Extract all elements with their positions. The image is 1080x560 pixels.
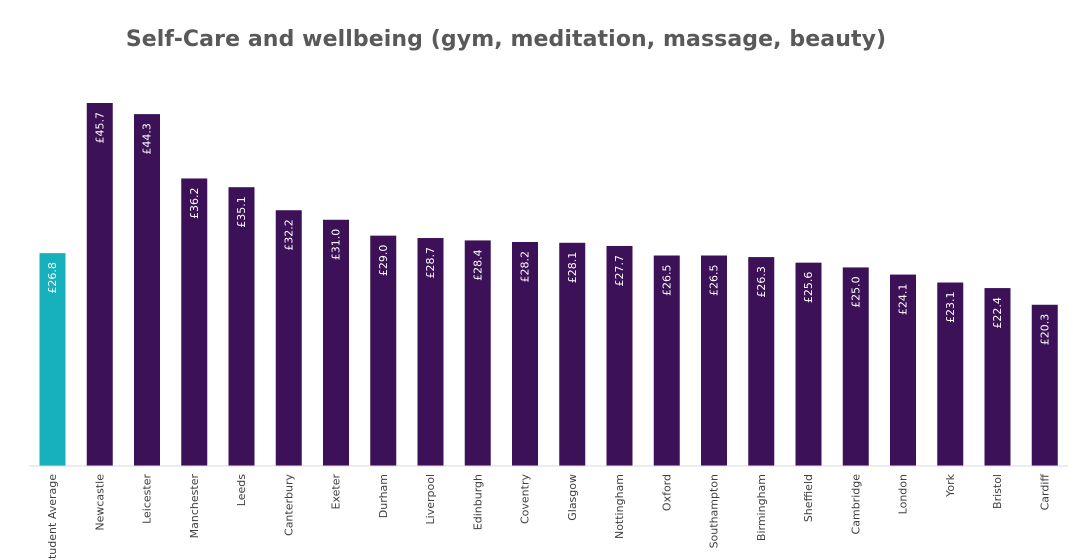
x-tick-label: Liverpool	[424, 474, 437, 524]
bar	[653, 255, 680, 466]
x-tick-label: Cardiff	[1038, 474, 1051, 511]
x-tick-label: Leeds	[235, 474, 248, 506]
bar	[701, 255, 727, 466]
x-tick-label: Bristol	[991, 474, 1004, 509]
x-tick-label: Edinburgh	[471, 474, 484, 530]
bar	[795, 262, 822, 466]
bar-value-label: £28.4	[471, 249, 484, 281]
bar-value-label: £28.2	[519, 251, 532, 283]
bar	[512, 242, 538, 466]
bar	[748, 257, 775, 466]
bar	[842, 267, 869, 466]
bar-value-label: £26.5	[660, 265, 673, 297]
x-tick-label: Nottingham	[613, 474, 626, 539]
bar-value-label: £31.0	[330, 229, 343, 261]
x-tick-label: London	[897, 474, 910, 514]
x-tick-label: Coventry	[519, 474, 532, 524]
bar	[275, 210, 302, 466]
x-tick-label: Glasgow	[566, 474, 579, 521]
bar-value-label: £26.3	[755, 266, 768, 298]
x-tick-label: Durham	[377, 474, 390, 518]
bar	[984, 288, 1011, 466]
bar	[134, 114, 160, 466]
bar-value-label: £35.1	[235, 196, 248, 228]
tick-labels-group: Student Average Newcastle Leicester Manches…	[46, 473, 1051, 560]
x-tick-label: Cambridge	[849, 474, 862, 535]
bar-value-label: £44.3	[141, 123, 154, 155]
x-tick-label: Leicester	[141, 474, 154, 524]
bar-value-label: £36.2	[188, 187, 201, 219]
bar	[228, 187, 255, 466]
bar-value-label: £25.0	[849, 276, 862, 308]
x-tick-label: Sheffield	[802, 474, 815, 522]
bar-value-label: £26.8	[46, 262, 59, 294]
bar-value-label: £23.1	[944, 292, 957, 324]
bar	[181, 178, 208, 466]
bar-value-label: £32.2	[282, 219, 295, 251]
x-tick-label: Birmingham	[755, 474, 768, 541]
bar-value-label: £45.7	[93, 112, 106, 144]
x-tick-label: Canterbury	[282, 474, 295, 536]
bar	[39, 253, 66, 466]
x-tick-label: Newcastle	[93, 474, 106, 531]
x-tick-label: Oxford	[660, 474, 673, 511]
bar-value-label: £25.6	[802, 272, 815, 304]
x-tick-label: Manchester	[188, 474, 201, 539]
bar-value-label: £28.1	[566, 252, 579, 284]
bar	[606, 245, 633, 466]
x-tick-label: York	[944, 473, 957, 498]
bar-value-label: £22.4	[991, 297, 1004, 329]
bar	[370, 235, 397, 466]
bar	[464, 240, 491, 466]
chart-title: Self-Care and wellbeing (gym, meditation…	[125, 27, 887, 52]
bar	[1031, 304, 1058, 466]
bars-group: £26.8 £45.7 £44.3 £36.2 £35.1 £32.2 £31.0 £29.0…	[39, 103, 1058, 466]
bar	[86, 103, 113, 466]
bar-value-label: £29.0	[377, 245, 390, 277]
bar	[323, 219, 349, 466]
x-tick-label: Southampton	[708, 474, 721, 548]
x-tick-label: Exeter	[330, 474, 343, 510]
bar	[559, 242, 586, 466]
bar-value-label: £20.3	[1038, 314, 1051, 346]
bar	[937, 282, 964, 466]
bar-value-label: £24.1	[897, 284, 910, 316]
bar	[890, 274, 916, 466]
x-tick-label: Student Average	[46, 474, 59, 560]
bar-value-label: £27.7	[613, 255, 626, 287]
bar-value-label: £26.5	[708, 265, 721, 297]
bar-value-label: £28.7	[424, 247, 437, 279]
bar	[417, 238, 444, 466]
